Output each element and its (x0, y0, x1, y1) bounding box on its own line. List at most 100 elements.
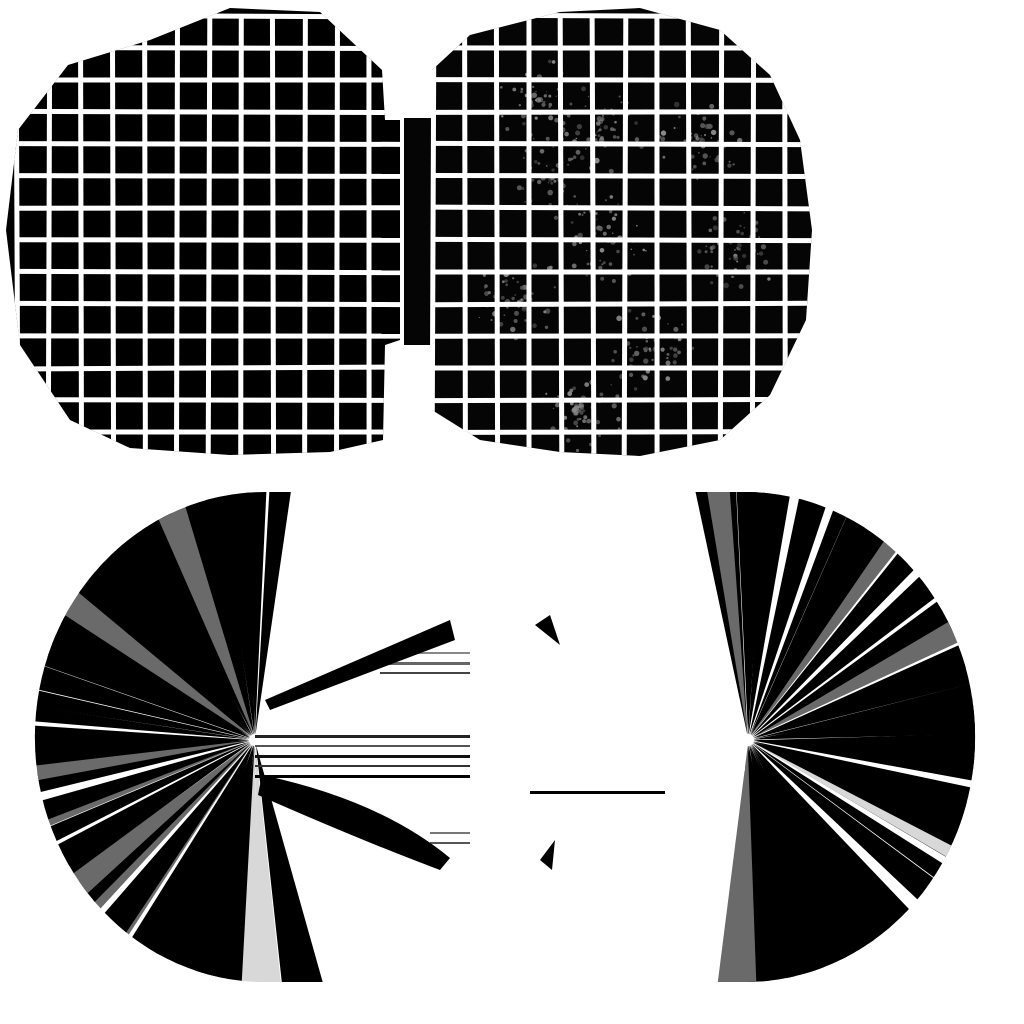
weathered-speckle (642, 347, 645, 350)
radial-disc-right-center-line (530, 791, 665, 794)
weathered-speckle (500, 86, 503, 89)
weathered-speckle (511, 296, 515, 301)
grid-line-horizontal (432, 140, 812, 148)
weathered-speckle (634, 121, 638, 125)
weathered-speckle (519, 298, 523, 302)
weathered-speckle (743, 212, 745, 214)
weathered-speckle (602, 261, 606, 265)
weathered-speckle (535, 91, 537, 93)
weathered-speckle (596, 218, 598, 221)
weathered-speckle (522, 156, 526, 159)
weathered-speckle (502, 280, 505, 284)
weathered-speckle (573, 411, 579, 416)
weathered-speckle (673, 326, 679, 332)
weathered-speckle (645, 340, 649, 343)
weathered-speckle (533, 86, 535, 88)
weathered-speckle (598, 129, 600, 132)
weathered-speckle (616, 315, 622, 322)
weathered-speckle (545, 136, 550, 141)
radial-stripe (255, 491, 297, 734)
grid-line-horizontal (16, 141, 400, 147)
weathered-speckle (736, 242, 742, 248)
weathered-speckle (677, 350, 681, 355)
weathered-speckle (728, 257, 732, 261)
radial-stripe (750, 745, 890, 983)
grid-disc-clean-lines (13, 12, 400, 455)
weathered-speckle (534, 116, 538, 120)
radial-stripe (34, 555, 251, 737)
weathered-speckle (746, 264, 752, 270)
weathered-speckle (596, 132, 598, 134)
radial-stripe (34, 740, 250, 798)
weathered-speckle (487, 291, 491, 295)
weathered-speckle (606, 224, 611, 230)
weathered-speckle (547, 189, 553, 196)
grid-line-horizontal (432, 396, 812, 404)
weathered-speckle (620, 101, 623, 104)
center-band (255, 755, 470, 758)
weathered-speckle (546, 91, 548, 93)
weathered-speckle (669, 346, 673, 350)
weathered-speckle (633, 253, 635, 256)
weathered-speckle (740, 231, 744, 236)
weathered-speckle (557, 395, 560, 398)
weathered-speckle (601, 263, 604, 266)
center-band (380, 662, 470, 665)
weathered-speckle (712, 216, 717, 221)
weathered-speckle (514, 310, 519, 316)
radial-stripe (34, 722, 249, 740)
radial-stripe (751, 491, 935, 736)
weathered-speckle (578, 212, 581, 216)
weathered-speckle (603, 107, 606, 110)
weathered-speckle (612, 232, 614, 234)
weathered-speckle (553, 179, 557, 183)
weathered-speckle (531, 178, 535, 182)
weathered-speckle (490, 319, 493, 321)
weathered-speckle (736, 247, 740, 251)
weathered-speckle (521, 187, 525, 190)
radial-stripe (52, 744, 251, 950)
weathered-speckle (604, 199, 608, 202)
weathered-speckle (736, 260, 739, 263)
weathered-speckle (660, 130, 667, 136)
weathered-speckle (702, 116, 707, 121)
weathered-speckle (600, 276, 605, 281)
weathered-speckle (578, 409, 582, 413)
weathered-speckle (579, 155, 585, 160)
weathered-speckle (595, 419, 601, 425)
weathered-speckle (608, 209, 613, 214)
radial-stripe (34, 741, 250, 856)
weathered-speckle (651, 358, 654, 362)
radial-stripe (713, 746, 758, 983)
weathered-speckle (584, 382, 590, 387)
weathered-speckle (756, 253, 759, 255)
grid-line-horizontal (432, 204, 812, 212)
weathered-speckle (662, 155, 666, 159)
weathered-speckle (500, 295, 505, 300)
weathered-speckle (642, 248, 646, 252)
weathered-speckle (580, 407, 584, 411)
weathered-speckle (767, 277, 771, 281)
weathered-speckle (710, 137, 713, 139)
weathered-speckle (736, 229, 740, 234)
weathered-speckle (581, 213, 584, 216)
radial-stripe (76, 744, 252, 966)
weathered-speckle (627, 308, 632, 313)
weathered-speckle (642, 375, 648, 381)
weathered-speckle (513, 319, 518, 323)
weathered-speckle (636, 224, 638, 227)
weathered-speckle (520, 87, 524, 91)
weathered-speckle (702, 161, 707, 166)
weathered-speckle (512, 87, 517, 92)
weathered-speckle (723, 282, 729, 289)
weathered-speckle (728, 160, 731, 163)
grid-line-horizontal (432, 109, 812, 115)
radial-disc-right-fragment (535, 615, 560, 645)
weathered-speckle (673, 347, 678, 352)
weathered-speckle (510, 326, 516, 333)
weathered-speckle (505, 283, 509, 287)
weathered-speckle (616, 416, 621, 422)
weathered-speckle (609, 169, 614, 174)
weathered-speckle (520, 113, 526, 119)
weathered-speckle (704, 264, 710, 270)
